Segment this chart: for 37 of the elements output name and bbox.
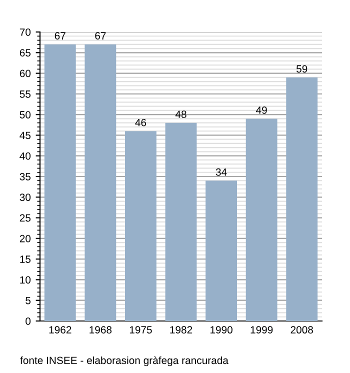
data-label: 46 [135, 118, 146, 126]
y-tick-label: 65 [20, 49, 31, 57]
bar [286, 77, 318, 321]
source-note: fonte INSEE - elaborasion gràfega rancurada [20, 356, 228, 366]
y-tick-label: 30 [20, 194, 31, 202]
bar [165, 122, 197, 321]
bar [84, 44, 116, 321]
x-tick-label: 1990 [210, 326, 232, 334]
x-tick-label: 2008 [290, 326, 313, 334]
y-tick-label: 55 [20, 90, 31, 98]
data-label: 49 [256, 106, 267, 114]
bar [125, 131, 156, 321]
data-label: 67 [95, 32, 106, 40]
y-tick-label: 50 [20, 111, 31, 118]
y-tick-label: 70 [20, 28, 31, 36]
bar [44, 44, 76, 321]
y-tick-label: 45 [20, 132, 31, 140]
y-tick-label: 10 [20, 276, 31, 284]
y-tick-label: 60 [20, 70, 31, 78]
x-tick-label: 1968 [90, 326, 112, 334]
x-tick-label: 1999 [250, 326, 273, 334]
y-tick-label: 35 [20, 173, 31, 180]
y-tick-label: 5 [26, 296, 31, 304]
y-tick-label: 40 [20, 152, 31, 160]
bar [206, 180, 237, 321]
data-label: 34 [216, 168, 227, 176]
x-tick-label: 1975 [130, 326, 152, 334]
y-tick-label: 0 [26, 318, 31, 325]
x-tick-label: 1962 [49, 326, 72, 334]
y-tick-label: 20 [20, 234, 31, 242]
y-tick-label: 25 [20, 214, 31, 222]
data-label: 67 [54, 32, 66, 40]
bar [246, 118, 278, 321]
x-tick-label: 1982 [170, 326, 192, 334]
data-label: 59 [296, 65, 308, 73]
data-label: 48 [175, 110, 186, 118]
y-tick-label: 15 [20, 256, 31, 263]
